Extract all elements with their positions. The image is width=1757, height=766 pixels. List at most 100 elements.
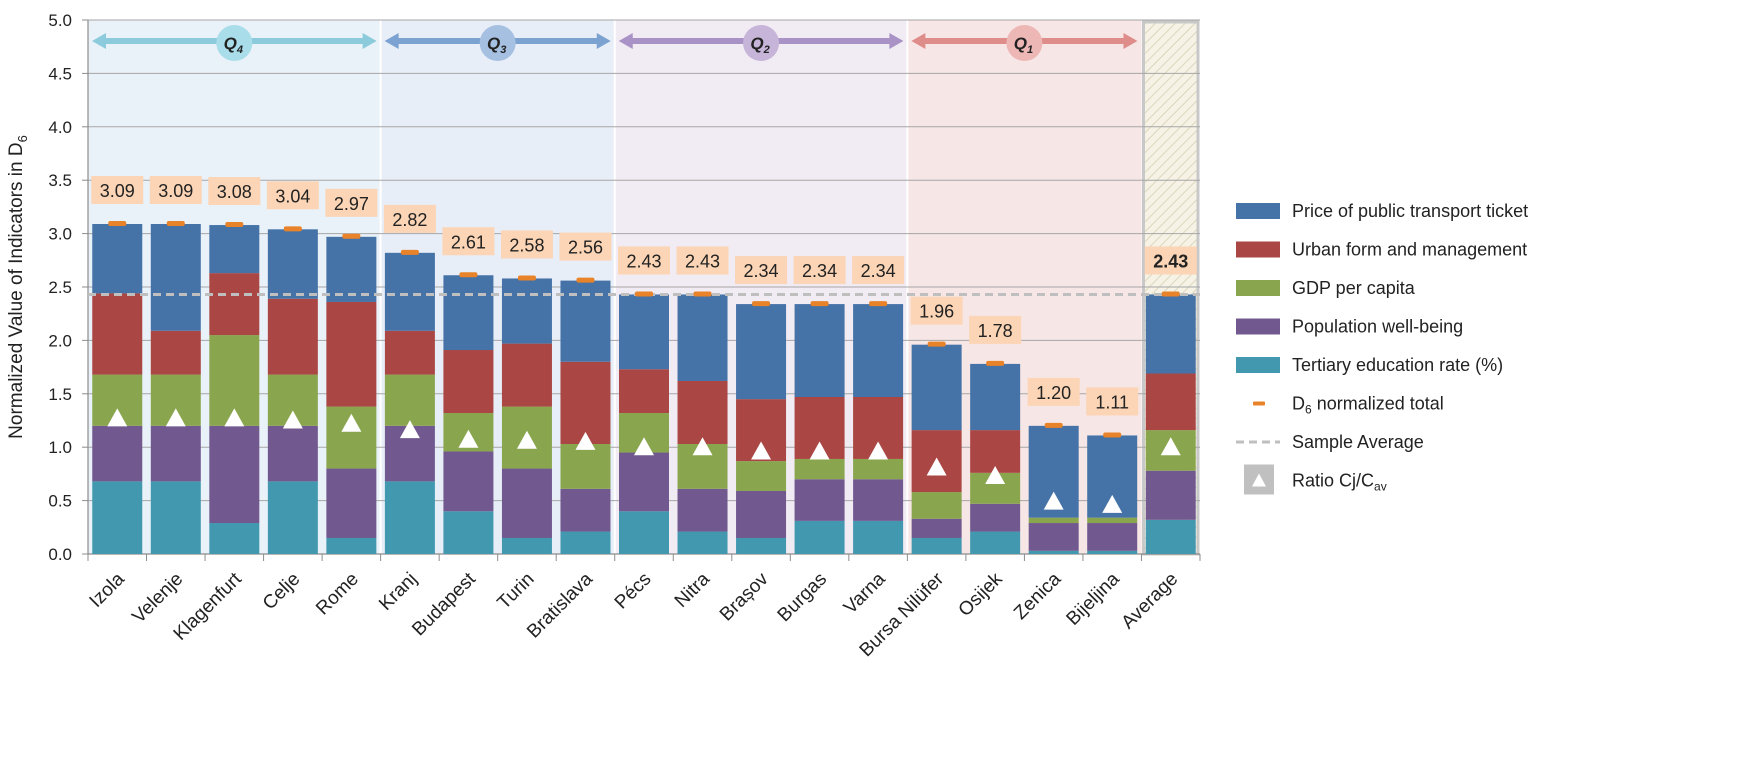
bar-segment-burgas-s0: [794, 520, 845, 554]
legend-swatch: [1236, 280, 1280, 296]
ratio-marker: [224, 408, 245, 427]
total-label-box: [618, 246, 670, 275]
ratio-marker: [165, 408, 186, 427]
total-label: 2.61: [451, 232, 486, 252]
y-tick-label: 3.5: [48, 171, 72, 190]
x-category-label: Brașov: [716, 568, 773, 625]
bar-segment-celje-s0: [267, 481, 318, 554]
bar-segment-rome-s3: [326, 301, 377, 407]
quartile-arrow-head-right: [596, 33, 611, 49]
y-tick-label: 5.0: [48, 11, 72, 30]
ratio-marker: [751, 441, 772, 460]
bar-segment-bursa-nil-fer-s4: [911, 344, 962, 431]
bar-segment-budapest-s1: [443, 451, 494, 512]
total-label-box: [1027, 377, 1080, 406]
bar-segment-osijek-s4: [970, 363, 1021, 431]
bar-segment-izola-s4: [92, 223, 143, 294]
legend-label: Sample Average: [1292, 432, 1424, 452]
total-marker: [986, 360, 1005, 366]
x-category-label: Burgas: [774, 569, 831, 626]
bar-segment-bratislava-s0: [560, 531, 611, 554]
bar-segment-turin-s0: [501, 537, 552, 554]
y-tick-label: 3.0: [48, 225, 72, 244]
legend-label-subscript: av: [1374, 480, 1387, 494]
ratio-marker: [516, 430, 537, 449]
total-label-box: [442, 227, 495, 256]
total-labels: 3.09 3.09 3.08 3.04 2.97 2.82 2.61 2.58 2.56 2.43…: [91, 175, 1197, 416]
total-label-box: [910, 296, 963, 325]
total-label-box: [500, 230, 553, 259]
quartile-arrow-head-left: [92, 33, 106, 49]
bar-segment-kranj-s4: [384, 252, 435, 331]
x-category-label: Osijek: [955, 568, 1008, 621]
ratio-marker: [458, 429, 479, 448]
total-marker: [693, 291, 712, 297]
bar-segment-bratislava-s1: [560, 488, 611, 532]
ratio-marker: [634, 437, 654, 456]
bar-segment-varna-s1: [853, 479, 904, 521]
legend-label: D6 normalized total: [1292, 394, 1444, 417]
bar-segment-p-cs-s3: [619, 369, 669, 414]
bar-segment-bra-ov-s1: [736, 490, 787, 538]
total-marker: [1103, 432, 1122, 438]
legend-label: Population well-being: [1292, 317, 1463, 337]
bar-segment-varna-s2: [853, 458, 904, 480]
legend-label: Ratio Cj/Cav: [1292, 471, 1387, 494]
x-category-label: Izola: [86, 568, 130, 612]
total-label: 2.82: [392, 210, 427, 230]
bar-segment-klagenfurt-s0: [209, 523, 260, 554]
y-tick-label: 4.5: [48, 64, 72, 83]
ratio-marker: [1102, 494, 1123, 513]
y-axis-title: Normalized Value of Indicators in D6: [6, 135, 30, 439]
ratio-marker: [575, 431, 596, 450]
bars: [92, 223, 1196, 554]
bar-segment-nitra-s1: [677, 488, 728, 532]
bar-segment-bursa-nil-fer-s0: [911, 537, 962, 554]
bar-segment-velenje-s4: [150, 223, 201, 331]
total-marker: [108, 220, 127, 226]
bar-segment-osijek-s3: [970, 430, 1021, 473]
bar-segment-varna-s4: [853, 304, 904, 398]
total-label: 3.09: [100, 181, 135, 201]
quartile-badge: [216, 25, 253, 61]
y-axis-title-subscript: 6: [15, 135, 30, 142]
legend-swatch: [1236, 241, 1280, 258]
total-label: 1.20: [1036, 383, 1071, 403]
bar-segment-turin-s3: [501, 343, 552, 407]
bar-segment-zenica-s0: [1028, 550, 1079, 554]
total-marker: [1044, 422, 1063, 428]
total-label: 3.09: [158, 181, 193, 201]
bar-segment-average-s1: [1145, 470, 1196, 520]
total-marker: [635, 291, 653, 297]
bar-segment-klagenfurt-s1: [209, 425, 260, 524]
bar-segment-bra-ov-s4: [736, 304, 787, 400]
y-tick-label: 4.0: [48, 118, 72, 137]
x-category-label: Pécs: [611, 569, 656, 614]
quartile-label-subscript: 4: [236, 44, 243, 56]
total-label: 1.78: [978, 321, 1013, 341]
total-marker: [869, 301, 888, 307]
bar-segment-p-cs-s1: [619, 452, 669, 512]
quartile-arrow-head-right: [1123, 33, 1138, 49]
total-label: 2.43: [685, 251, 720, 271]
total-marker: [342, 233, 361, 239]
bar-segment-rome-s4: [326, 236, 377, 302]
total-label-box: [325, 188, 378, 217]
x-category-label: Budapest: [408, 568, 480, 640]
total-label: 2.34: [744, 261, 779, 281]
legend-triangle: [1252, 473, 1266, 487]
ratio-marker: [809, 441, 830, 460]
y-tick-label: 1.0: [48, 438, 72, 457]
ratio-marker: [341, 413, 362, 432]
bar-segment-rome-s1: [326, 468, 377, 538]
ratio-marker: [107, 408, 128, 427]
total-label-box: [852, 256, 905, 285]
total-label: 2.97: [334, 194, 369, 214]
total-marker: [225, 222, 244, 228]
total-label-box: [676, 246, 729, 275]
legend-label: Urban form and management: [1292, 240, 1527, 260]
total-label-box: [1086, 387, 1139, 416]
total-label-box: [266, 181, 319, 210]
bar-segment-bijeljina-s1: [1087, 523, 1138, 551]
bar-segment-osijek-s0: [970, 531, 1021, 554]
